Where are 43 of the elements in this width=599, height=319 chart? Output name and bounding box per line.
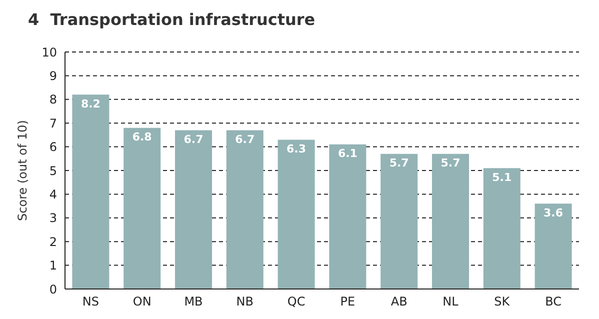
bar	[329, 144, 366, 289]
data-label: 6.7	[184, 133, 204, 146]
data-label: 5.7	[389, 156, 409, 170]
data-label: 8.2	[80, 97, 100, 110]
bar	[432, 154, 469, 289]
x-tick-label: BC	[545, 294, 562, 309]
data-label: 6.1	[338, 147, 358, 160]
data-label: 3.6	[544, 206, 564, 220]
x-tick-label: SK	[494, 294, 511, 309]
bar	[174, 130, 212, 289]
y-tick-label: 5	[49, 164, 57, 178]
bar	[72, 94, 110, 289]
x-tick-label: PE	[340, 294, 356, 309]
x-tick-label: AB	[390, 294, 408, 309]
y-axis-title: Score (out of 10)	[15, 120, 30, 221]
chart-title: 4 Transportation infrastructure	[28, 10, 316, 29]
x-tick-label: ON	[132, 294, 152, 309]
y-tick-label: 7	[49, 116, 57, 130]
data-label: 6.8	[132, 130, 152, 144]
y-tick-label: 4	[49, 187, 57, 202]
y-tick-label: 10	[42, 45, 57, 60]
y-tick-label: 9	[49, 68, 57, 83]
bar	[124, 128, 161, 289]
data-label: 5.1	[492, 170, 512, 184]
bar	[534, 204, 572, 289]
bar	[226, 130, 264, 289]
y-tick-label: 6	[49, 140, 57, 154]
bar	[483, 168, 520, 289]
data-label: 6.7	[235, 133, 255, 146]
x-tick-label: QC	[287, 294, 306, 309]
bar	[278, 140, 315, 289]
y-tick-label: 1	[49, 258, 57, 273]
x-tick-label: NB	[236, 294, 254, 309]
y-tick-label: 0	[49, 282, 57, 296]
y-tick-label: 8	[49, 92, 57, 107]
bar	[380, 154, 418, 289]
y-tick-label: 2	[49, 234, 57, 249]
data-label: 5.7	[440, 156, 460, 170]
x-tick-label: NS	[82, 294, 99, 309]
x-tick-label: NL	[442, 294, 459, 309]
data-label: 6.3	[286, 142, 306, 156]
y-tick-label: 3	[49, 211, 57, 226]
x-tick-label: MB	[184, 294, 203, 309]
